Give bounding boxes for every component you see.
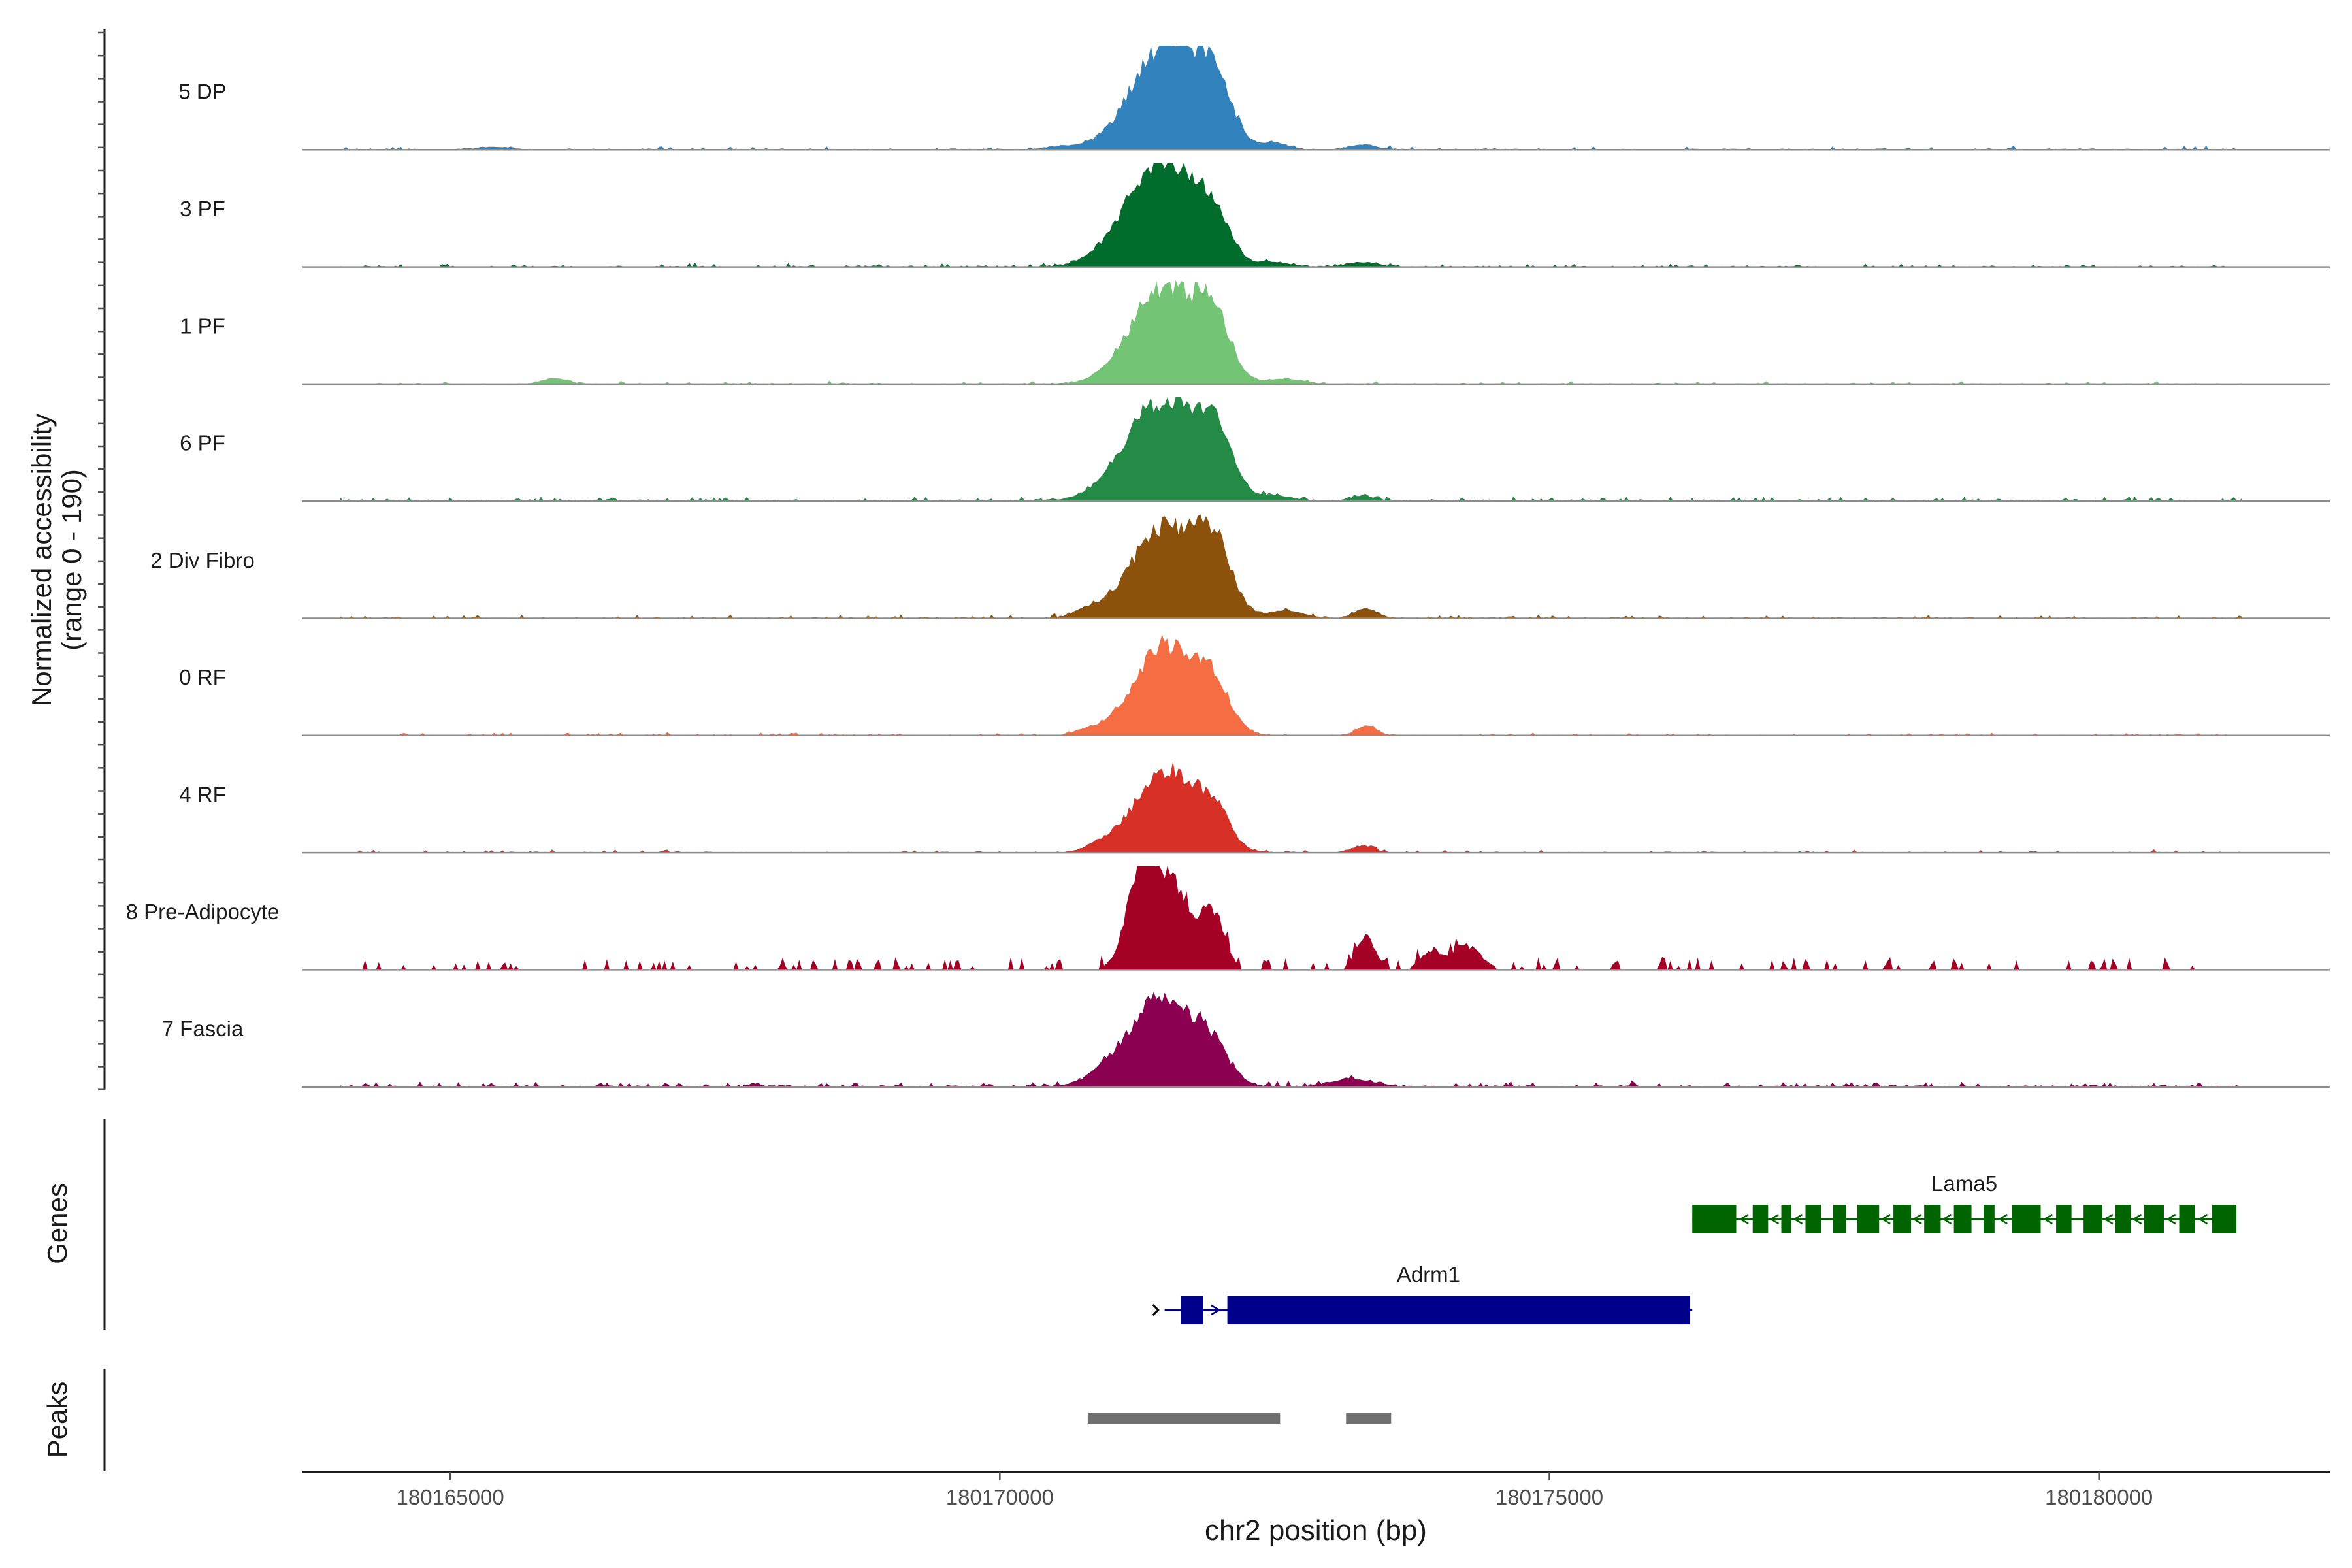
gene-exon — [2144, 1205, 2164, 1233]
gene-name-label: Lama5 — [1931, 1171, 1997, 1196]
gene-exon — [1924, 1205, 1941, 1233]
gene-strand-arrow — [1793, 1213, 1803, 1225]
coverage-area-track-7 — [340, 866, 2242, 970]
gene-exon — [2212, 1205, 2236, 1233]
gene-strand-arrow — [1912, 1213, 1922, 1225]
gene-strand-arrow — [2198, 1213, 2208, 1225]
coverage-area-track-1 — [340, 163, 2242, 267]
coverage-area-track-0 — [340, 46, 2242, 150]
gene-strand-arrow — [2042, 1213, 2053, 1225]
gene-strand-arrow — [2166, 1213, 2176, 1225]
gene-exon — [1893, 1205, 1912, 1233]
coverage-y-axis — [98, 29, 106, 1090]
gene-exon — [1781, 1205, 1791, 1233]
y-axis-range-label: (range 0 - 190) — [56, 469, 87, 651]
track-label: 0 RF — [179, 665, 226, 689]
coverage-area-track-5 — [340, 634, 2242, 736]
gene-exon — [1181, 1296, 1203, 1324]
gene-strand-arrow — [1739, 1213, 1749, 1225]
peaks-panel-label: Peaks — [42, 1382, 73, 1458]
gene-exon — [2012, 1205, 2041, 1233]
gene-exon — [1805, 1205, 1821, 1233]
x-tick-label: 180170000 — [946, 1485, 1054, 1509]
gene-exon — [1227, 1296, 1690, 1324]
peak-region — [1087, 1413, 1281, 1424]
gene-name-label: Adrm1 — [1397, 1262, 1460, 1286]
gene-strand-arrow — [1997, 1213, 2008, 1225]
x-tick-label: 180165000 — [397, 1485, 504, 1509]
x-tick-label: 180180000 — [2045, 1485, 2153, 1509]
x-tick-label: 180175000 — [1495, 1485, 1603, 1509]
gene-exon — [2056, 1205, 2072, 1233]
track-label: 1 PF — [180, 314, 225, 338]
genes-panel: Genes Lama5 Adrm1 — [42, 1119, 2236, 1330]
coverage-area-track-2 — [340, 280, 2242, 384]
track-label: 5 DP — [178, 80, 226, 104]
track-label: 7 Fascia — [162, 1017, 244, 1041]
coverage-tracks: 5 DP 3 PF 1 PF 6 PF 2 Div Fibro 0 RF 4 RF 8 Pre… — [126, 46, 2330, 1088]
gene-exon — [2083, 1205, 2102, 1233]
gene-exon — [1984, 1205, 1995, 1233]
gene-strand-arrow — [2103, 1213, 2114, 1225]
gene-exon — [1857, 1205, 1880, 1233]
track-label: 3 PF — [180, 197, 225, 221]
gene-strand-arrow — [1211, 1304, 1221, 1316]
peak-region — [1346, 1413, 1392, 1424]
track-label: 8 Pre-Adipocyte — [126, 900, 280, 924]
gene-strand-arrow — [2132, 1213, 2142, 1225]
coverage-area-track-4 — [340, 514, 2242, 619]
gene-exon — [1833, 1205, 1846, 1233]
track-label: 2 Div Fibro — [150, 548, 255, 572]
coverage-area-track-3 — [340, 397, 2242, 502]
x-axis: 180165000 180170000 180175000 180180000 — [302, 1471, 2330, 1509]
gene-exon — [2179, 1205, 2195, 1233]
peaks-panel: Peaks — [42, 1369, 1392, 1471]
gene-strand-arrow — [1769, 1213, 1780, 1225]
gene-exon — [1953, 1205, 1972, 1233]
gene-strand-arrow — [1880, 1213, 1891, 1225]
track-label: 4 RF — [179, 782, 226, 806]
y-axis-label: Normalized accessibility — [26, 414, 57, 706]
coverage-area-track-6 — [340, 761, 2242, 853]
x-axis-label: chr2 position (bp) — [1205, 1514, 1427, 1546]
gene-start-marker — [1152, 1303, 1160, 1316]
gene-exon — [1752, 1205, 1769, 1233]
genes-panel-label: Genes — [42, 1183, 73, 1264]
gene-exon — [1692, 1205, 1737, 1233]
gene-strand-arrow — [1942, 1213, 1952, 1225]
gene-exon — [2115, 1205, 2131, 1233]
track-label: 6 PF — [180, 431, 225, 455]
coverage-area-track-8 — [340, 992, 2242, 1087]
